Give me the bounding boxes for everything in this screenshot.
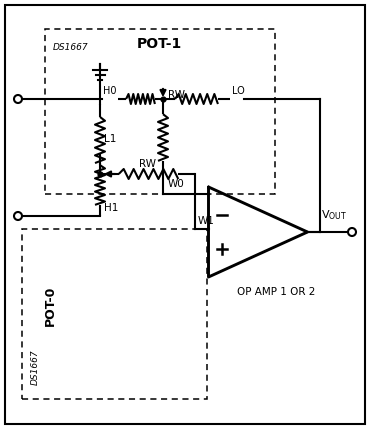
Text: W1: W1 [198,216,215,226]
Text: DS1667: DS1667 [30,349,40,385]
Text: POT-1: POT-1 [137,37,182,51]
Circle shape [348,228,356,236]
Text: DS1667: DS1667 [53,43,89,52]
Text: POT-0: POT-0 [44,285,57,326]
Text: H0: H0 [103,86,117,96]
Text: L1: L1 [104,134,117,144]
Text: RW: RW [139,159,156,169]
Text: OP AMP 1 OR 2: OP AMP 1 OR 2 [237,287,315,297]
Bar [22,229,207,399]
Circle shape [14,95,22,103]
Text: LO: LO [232,86,245,96]
Text: $\mathregular{V_{OUT}}$: $\mathregular{V_{OUT}}$ [321,208,347,222]
Text: RW: RW [168,90,185,100]
Text: W0: W0 [168,179,185,189]
Text: H1: H1 [104,203,118,213]
Circle shape [14,212,22,220]
Bar [45,29,275,194]
